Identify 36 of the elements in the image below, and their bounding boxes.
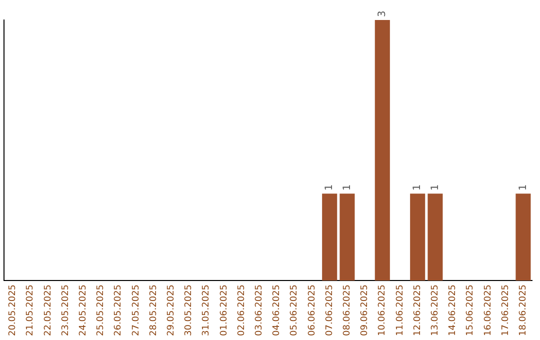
x-tick-label: 15.06.2025	[466, 284, 476, 336]
x-tick-label: 01.06.2025	[219, 284, 230, 336]
x-tick-label: 16.06.2025	[483, 284, 494, 336]
x-tick-label: 24.05.2025	[78, 284, 89, 336]
x-tick-label: 27.05.2025	[131, 284, 142, 336]
data-label: 1	[430, 184, 441, 191]
x-tick-label: 18.06.2025	[518, 284, 529, 336]
x-tick-label: 17.06.2025	[500, 284, 511, 336]
x-tick-label: 29.05.2025	[166, 284, 177, 336]
data-label: 1	[324, 184, 336, 191]
x-tick-label: 08.06.2025	[342, 284, 353, 336]
x-tick-label: 26.05.2025	[114, 284, 124, 336]
data-label: 1	[518, 184, 529, 191]
data-label: 1	[342, 184, 353, 191]
data-label: 3	[376, 10, 388, 17]
x-tick-label: 05.06.2025	[290, 284, 300, 336]
x-tick-label: 13.06.2025	[430, 284, 441, 336]
x-tick-label: 31.05.2025	[202, 284, 212, 336]
x-tick-label: 11.06.2025	[395, 284, 406, 336]
x-tick-label: 20.05.2025	[8, 284, 18, 336]
x-tick-label: 21.05.2025	[26, 284, 36, 336]
data-label: 1	[412, 184, 424, 191]
x-tick-label: 25.05.2025	[96, 284, 106, 336]
x-tick-label: 02.06.2025	[236, 284, 247, 336]
x-tick-label: 07.06.2025	[324, 284, 335, 336]
x-tick-label: 12.06.2025	[412, 284, 423, 336]
x-tick-label: 14.06.2025	[448, 284, 458, 336]
x-tick-label: 22.05.2025	[43, 284, 54, 336]
x-tick-label: 28.05.2025	[148, 284, 159, 336]
x-tick-label: 06.06.2025	[307, 284, 318, 336]
x-tick-label: 30.05.2025	[184, 284, 194, 336]
x-tick-label: 23.05.2025	[60, 284, 71, 336]
x-tick-label: 04.06.2025	[272, 284, 282, 336]
x-tick-label: 10.06.2025	[378, 284, 388, 336]
x-tick-label: 03.06.2025	[254, 284, 265, 336]
x-tick-label: 09.06.2025	[360, 284, 370, 336]
